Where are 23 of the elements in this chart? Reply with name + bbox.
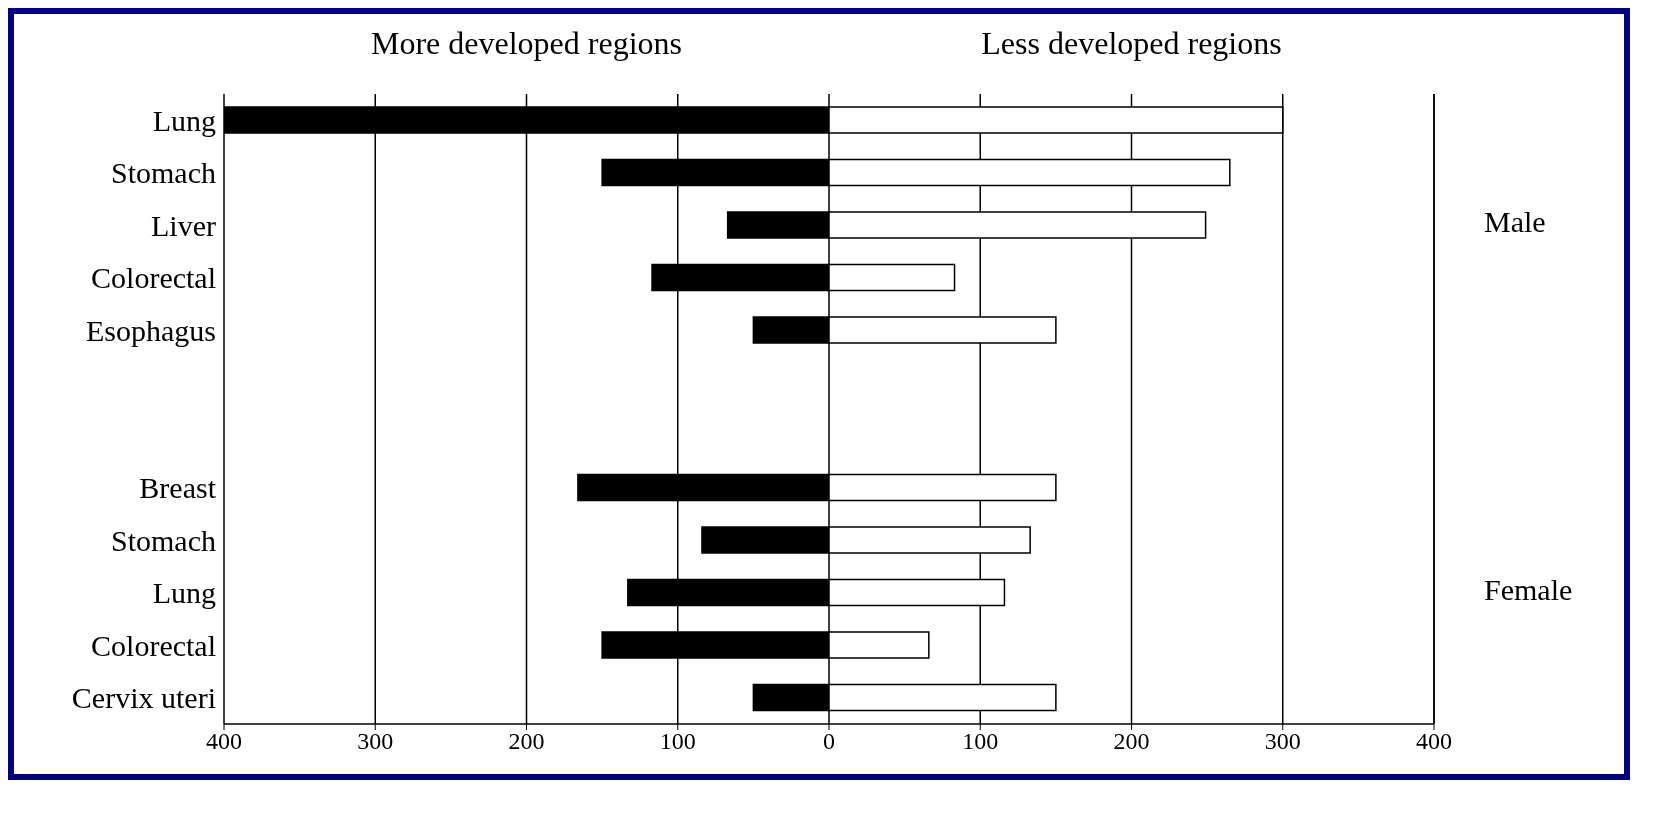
x-tick-label: 300 <box>1264 728 1301 755</box>
y-tick-label: Lung <box>152 103 216 137</box>
x-tick-label: 400 <box>1416 728 1452 755</box>
x-tick-label: 400 <box>206 728 242 755</box>
y-tick-label: Liver <box>151 208 217 242</box>
y-tick-label: Stomach <box>111 523 216 557</box>
series-label: More developed regions <box>370 25 683 61</box>
y-tick-label: Lung <box>152 576 216 610</box>
series-label: Less developed regions <box>981 25 1282 61</box>
x-tick-label: 300 <box>357 728 394 755</box>
x-tick-label: 100 <box>659 728 696 755</box>
y-tick-label: Breast <box>139 471 217 505</box>
y-tick-label: Colorectal <box>91 628 216 662</box>
text: Female <box>1484 572 1573 606</box>
x-tick-label: 100 <box>962 728 999 755</box>
y-tick-label: Stomach <box>111 156 216 190</box>
x-tick-label: 200 <box>1113 728 1150 755</box>
x-tick-label: 200 <box>508 728 545 755</box>
text: Male <box>1484 205 1546 239</box>
y-tick-label: Colorectal <box>91 261 216 295</box>
x-tick-label: 0 <box>823 728 835 755</box>
y-tick-label: Esophagus <box>86 313 216 347</box>
y-tick-label: Cervix uteri <box>71 681 216 715</box>
